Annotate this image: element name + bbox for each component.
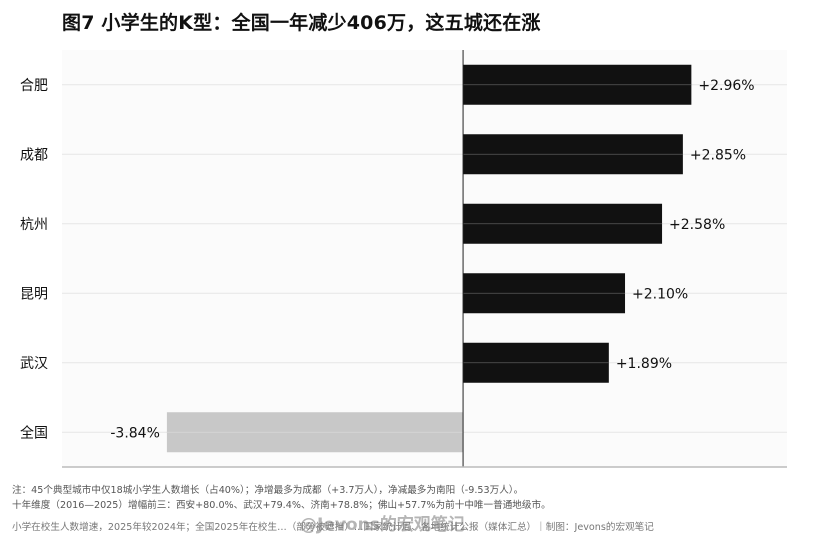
value-label: +2.10% — [632, 286, 688, 302]
bars — [166, 64, 692, 453]
watermark: @Jevons的宏观笔记 — [300, 515, 465, 535]
value-labels: +2.96% +2.85% +2.58% +2.10% +1.89% -3.84% — [110, 78, 754, 442]
note-line: 十年维度（2016—2025）增幅前三：西安+80.0%、武汉+79.4%、济南… — [12, 500, 551, 511]
value-label: +1.89% — [616, 356, 672, 372]
plot-area — [62, 50, 787, 467]
value-label: +2.58% — [669, 217, 725, 233]
category-label: 昆明 — [20, 286, 48, 302]
category-label: 武汉 — [20, 356, 48, 372]
value-label: +2.85% — [690, 147, 746, 163]
source-line: 小学在校生人数增速，2025年较2024年；全国2025年在校生…（部分被遮挡）… — [12, 522, 654, 533]
chart-title: 图7 小学生的K型：全国一年减少406万，这五城还在涨 — [62, 12, 541, 34]
value-label: +2.96% — [698, 78, 754, 94]
category-label: 合肥 — [20, 78, 48, 94]
category-label: 全国 — [20, 424, 48, 441]
category-label: 成都 — [20, 147, 48, 163]
chart-notes: 注：45个典型城市中仅18城小学生人数增长（占40%）；净增最多为成都（+3.7… — [12, 483, 551, 513]
value-label: -3.84% — [110, 425, 160, 441]
note-line: 注：45个典型城市中仅18城小学生人数增长（占40%）；净增最多为成都（+3.7… — [12, 485, 524, 496]
category-label: 杭州 — [20, 217, 48, 233]
